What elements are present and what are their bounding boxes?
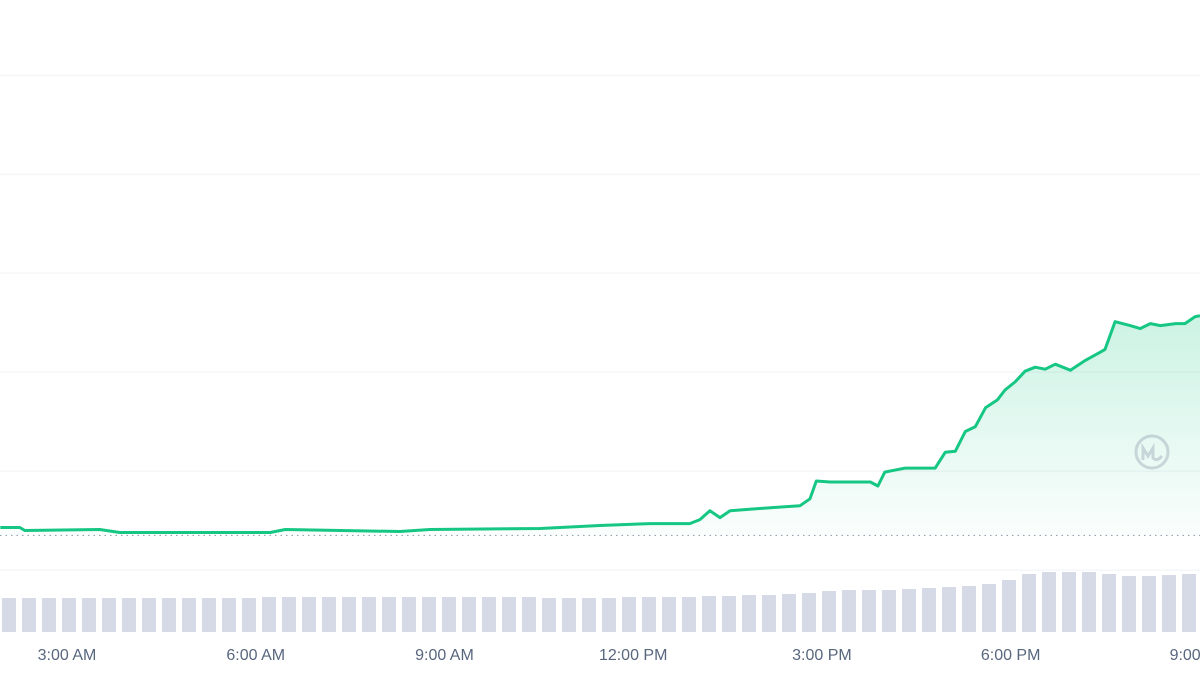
volume-bar xyxy=(262,597,276,632)
x-tick-label: 9:00 PM xyxy=(1170,647,1200,664)
volume-bar xyxy=(742,595,756,632)
volume-bar xyxy=(1082,572,1096,632)
volume-bar xyxy=(42,598,56,632)
volume-bar xyxy=(382,597,396,632)
volume-bar xyxy=(1142,576,1156,632)
volume-bar xyxy=(462,597,476,632)
volume-bar xyxy=(1002,580,1016,632)
watermark-logo xyxy=(1134,434,1170,470)
volume-bar xyxy=(662,597,676,632)
volume-bar xyxy=(982,584,996,632)
volume-bar xyxy=(182,598,196,632)
volume-bar xyxy=(782,594,796,632)
volume-bar xyxy=(682,597,696,632)
x-tick-label: 9:00 AM xyxy=(415,647,474,664)
volume-bar xyxy=(402,597,416,632)
volume-bar xyxy=(22,598,36,632)
volume-bar xyxy=(62,598,76,632)
volume-bar xyxy=(342,597,356,632)
volume-bar xyxy=(822,591,836,632)
volume-bar xyxy=(942,587,956,632)
volume-bar xyxy=(902,589,916,632)
plot xyxy=(0,314,1200,537)
volume-bar xyxy=(142,598,156,632)
volume-bar xyxy=(1062,572,1076,632)
volume-bar xyxy=(1122,576,1136,632)
volume-bar xyxy=(862,590,876,632)
volume-bar xyxy=(702,596,716,632)
x-tick-label: 6:00 PM xyxy=(981,647,1041,664)
volume-bar xyxy=(82,598,96,632)
volume-bar xyxy=(642,597,656,632)
x-tick-label: 12:00 PM xyxy=(599,647,667,664)
volume-bar xyxy=(502,597,516,632)
area-fill xyxy=(0,315,1200,536)
volume-bar xyxy=(622,597,636,632)
volume-bar xyxy=(222,598,236,632)
volume-bar xyxy=(962,586,976,632)
volume-bar xyxy=(922,588,936,632)
volume-bar xyxy=(1022,574,1036,632)
x-tick-label: 3:00 PM xyxy=(792,647,852,664)
volume-bar xyxy=(2,598,16,632)
volume-bar xyxy=(562,598,576,632)
volume-bar xyxy=(362,597,376,632)
volume-bars xyxy=(2,572,1196,632)
volume-bar xyxy=(882,590,896,632)
volume-bar xyxy=(842,590,856,632)
volume-bar xyxy=(802,593,816,632)
volume-bar xyxy=(1102,574,1116,632)
volume-bar xyxy=(582,598,596,632)
x-tick-label: 3:00 AM xyxy=(38,647,97,664)
volume-bar xyxy=(102,598,116,632)
volume-bar xyxy=(1162,575,1176,632)
volume-bar xyxy=(1042,572,1056,632)
volume-bar xyxy=(322,597,336,632)
volume-bar xyxy=(242,598,256,632)
grid xyxy=(0,74,1200,571)
x-tick-label: 6:00 AM xyxy=(226,647,285,664)
volume-bar xyxy=(602,598,616,632)
volume-bar xyxy=(302,597,316,632)
volume-bar xyxy=(722,596,736,632)
volume-bar xyxy=(122,598,136,632)
price-line xyxy=(0,314,1200,534)
volume-bar xyxy=(442,597,456,632)
volume-bar xyxy=(202,598,216,632)
volume-bar xyxy=(282,597,296,632)
volume-bar xyxy=(1182,574,1196,632)
volume-bar xyxy=(482,597,496,632)
volume-bar xyxy=(422,597,436,632)
volume-bar xyxy=(162,598,176,632)
volume-bar xyxy=(762,595,776,632)
volume-bar xyxy=(542,598,556,632)
x-axis: 3:00 AM 6:00 AM 9:00 AM 12:00 PM 3:00 PM 6:00… xyxy=(38,647,1200,664)
volume-bar xyxy=(522,597,536,632)
